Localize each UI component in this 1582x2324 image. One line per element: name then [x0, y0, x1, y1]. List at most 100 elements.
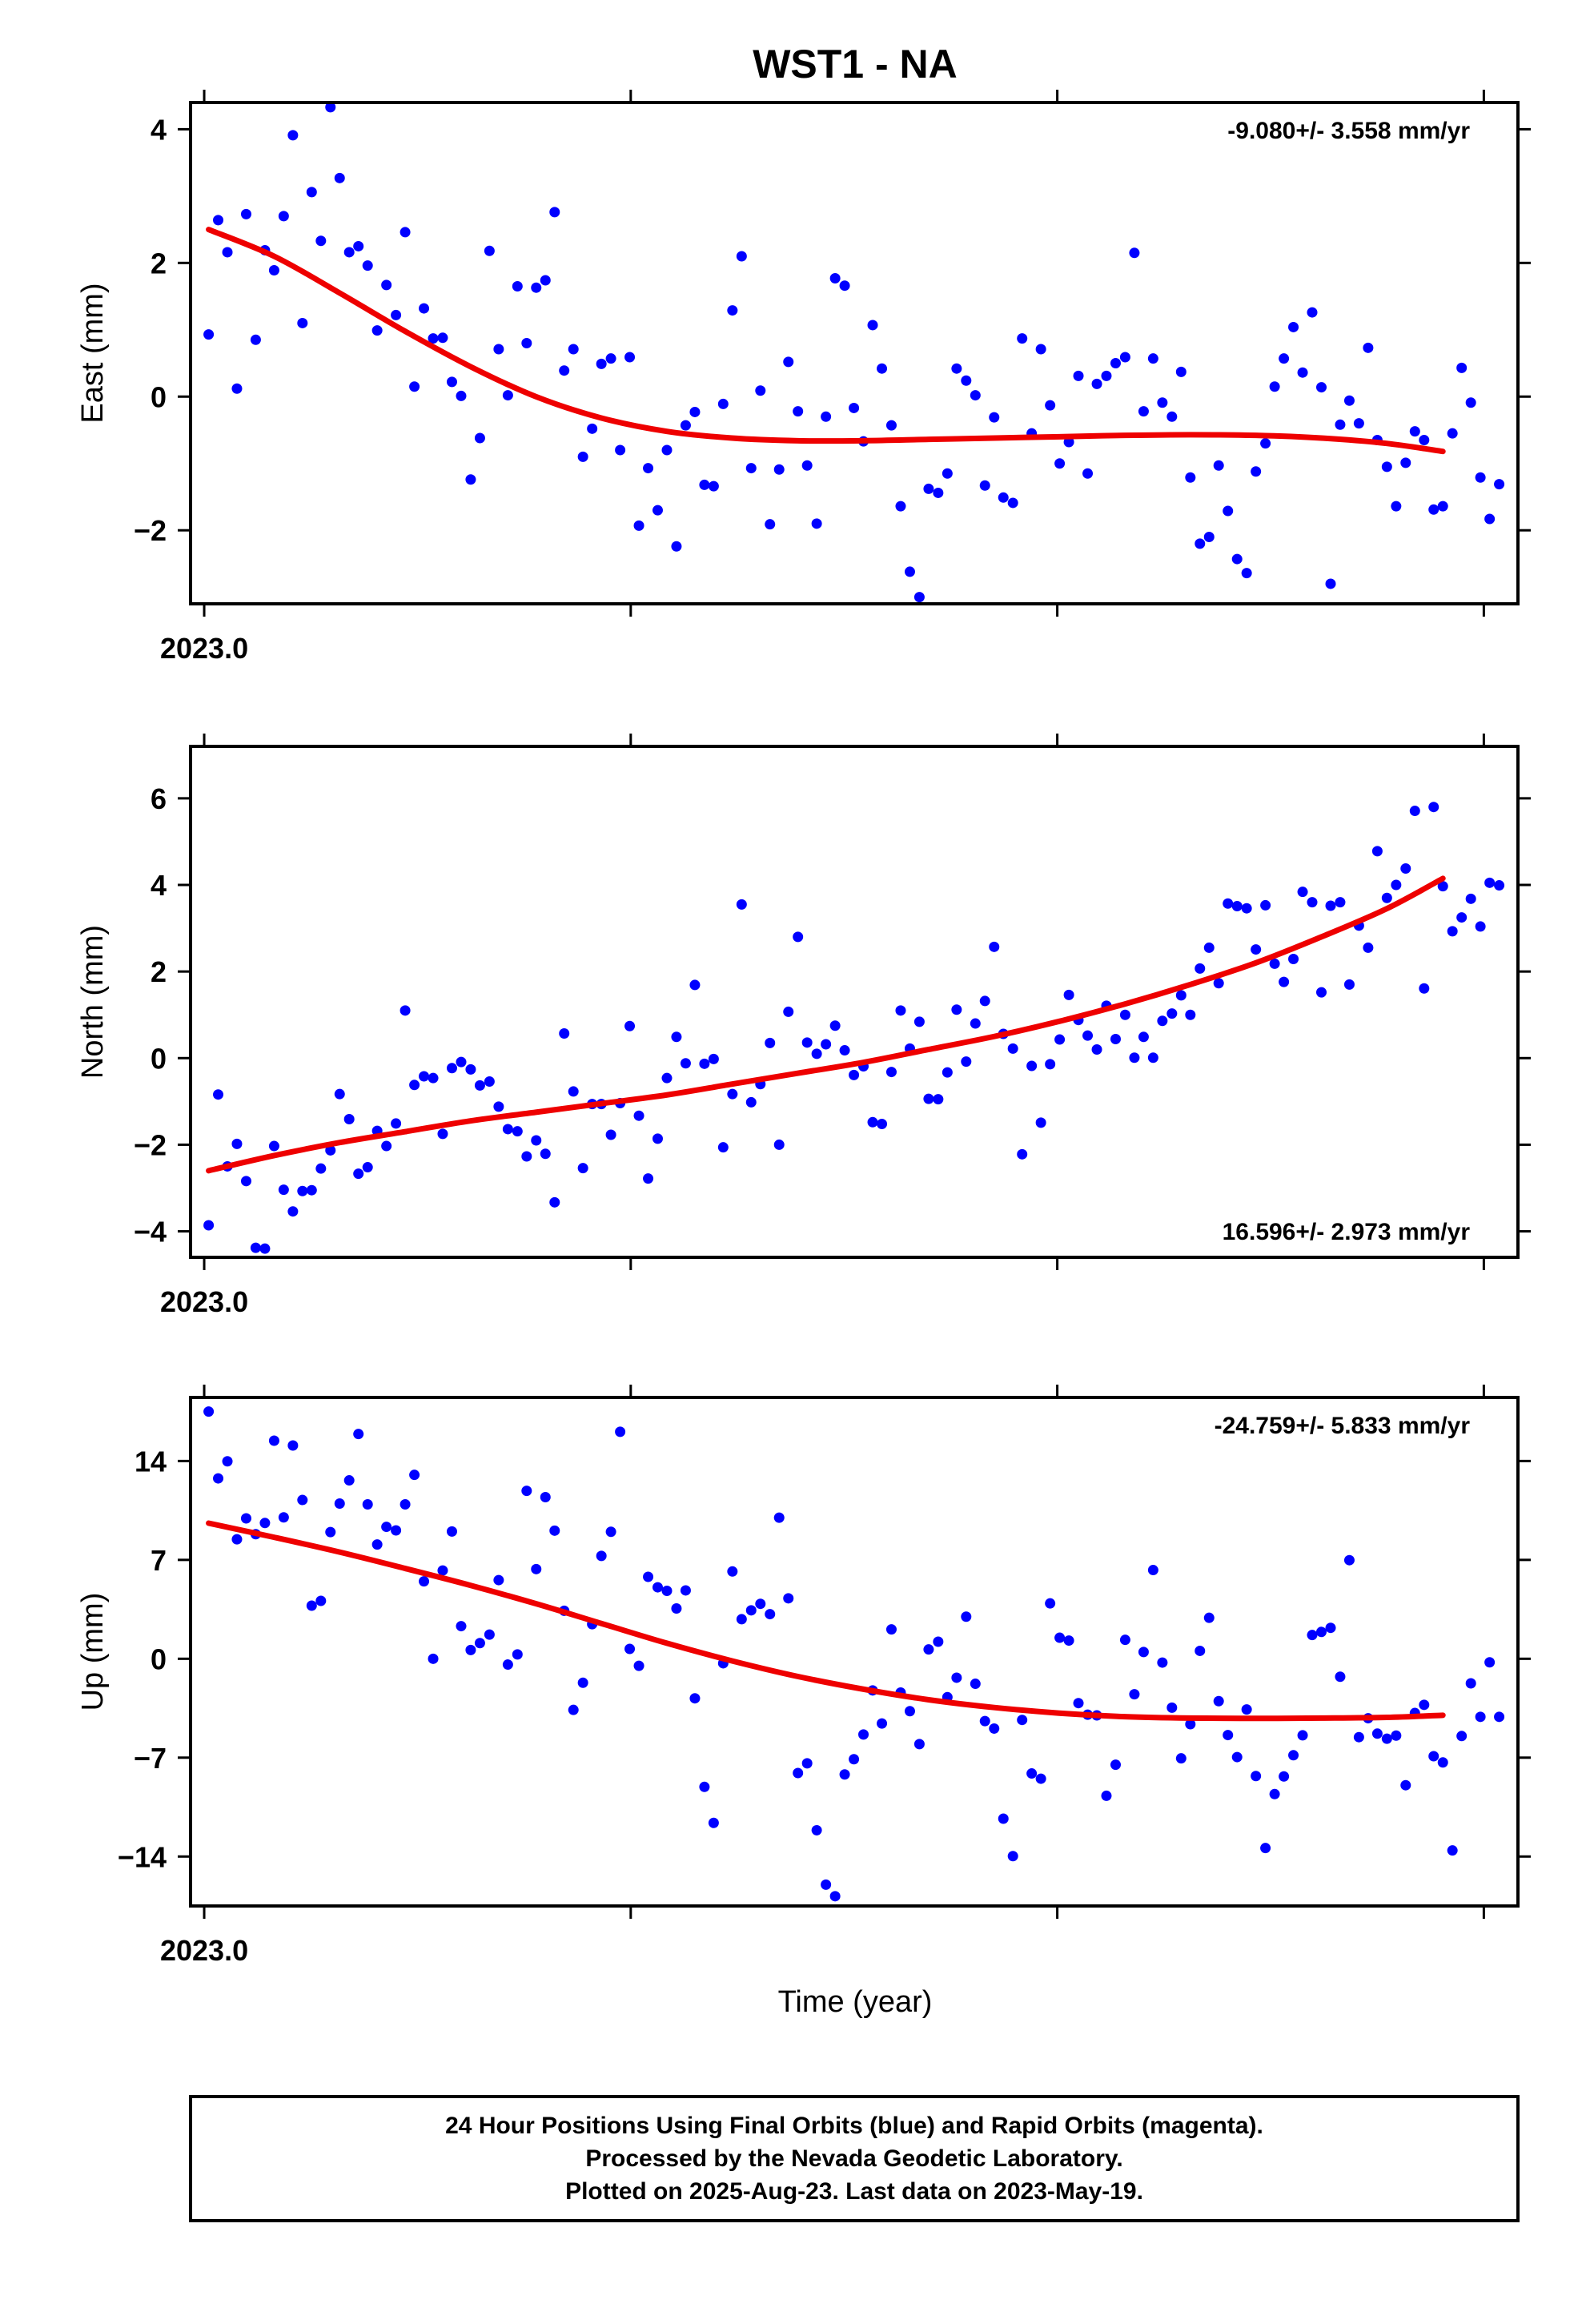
data-point	[661, 1072, 673, 1084]
data-point	[287, 1206, 299, 1217]
data-point	[306, 187, 317, 198]
data-point	[1391, 879, 1402, 891]
data-point	[793, 1767, 804, 1779]
data-point	[633, 1660, 644, 1671]
data-point	[1475, 472, 1486, 483]
data-point	[1315, 1626, 1327, 1638]
data-point	[1437, 1757, 1448, 1768]
data-point	[409, 1080, 420, 1091]
data-point	[306, 1600, 317, 1611]
data-point	[885, 420, 897, 431]
y-tick-label: 6	[151, 782, 167, 815]
data-point	[521, 1151, 532, 1162]
data-point	[456, 1056, 467, 1068]
data-point	[1297, 367, 1308, 378]
data-point	[970, 390, 981, 401]
data-point	[643, 463, 654, 474]
data-point	[1465, 397, 1476, 408]
data-point	[765, 1609, 776, 1620]
data-point	[549, 1525, 560, 1536]
data-point	[736, 899, 747, 910]
data-point	[297, 1185, 308, 1196]
data-point	[1335, 419, 1346, 430]
data-point	[1400, 457, 1411, 468]
data-point	[1119, 352, 1130, 363]
data-point	[419, 1576, 430, 1587]
data-point	[1447, 926, 1458, 937]
data-point	[1241, 568, 1252, 579]
data-point	[1456, 912, 1468, 923]
data-point	[933, 1636, 944, 1647]
data-point	[1343, 395, 1355, 406]
data-point	[671, 541, 682, 552]
data-point	[1494, 880, 1505, 891]
data-point	[596, 1550, 607, 1562]
data-point	[1315, 382, 1327, 393]
panel-east: −2 0 2 4 2023.0 East (mm) -9.080+/- 3.558 mm/y…	[76, 90, 1531, 665]
data-point	[1297, 887, 1308, 898]
data-point	[1343, 979, 1355, 990]
data-point	[849, 1069, 860, 1080]
data-point	[1400, 862, 1411, 874]
data-point	[400, 1005, 411, 1016]
data-point	[1175, 366, 1186, 377]
data-point	[708, 480, 719, 492]
data-point	[297, 1494, 308, 1506]
x-tick-label: 2023.0	[160, 1285, 248, 1318]
y-tick-label: 7	[151, 1544, 167, 1577]
data-point	[371, 325, 383, 336]
data-point	[849, 402, 860, 413]
data-point	[885, 1067, 897, 1078]
data-point	[1082, 468, 1094, 479]
data-point	[1231, 553, 1243, 565]
data-point	[1054, 1632, 1066, 1643]
data-point	[942, 468, 953, 479]
data-point	[1456, 1731, 1468, 1742]
panel-up: −14 −7 0 7 14 2023.0 Up (mm) -24.759+/- 5.833 m…	[76, 1385, 1531, 1967]
data-point	[1363, 942, 1374, 953]
data-point	[419, 303, 430, 314]
data-point	[1241, 903, 1252, 914]
rate-annotation: 16.596+/- 2.973 mm/yr	[1223, 1219, 1471, 1245]
data-point	[419, 1071, 430, 1082]
data-point	[334, 1088, 345, 1100]
data-point	[343, 1114, 355, 1125]
data-point	[409, 1470, 420, 1481]
data-point	[1269, 381, 1280, 392]
data-point	[231, 383, 243, 394]
data-point	[877, 1718, 888, 1729]
data-point	[821, 411, 832, 422]
data-point	[409, 381, 420, 392]
data-point	[1307, 897, 1318, 908]
data-point	[381, 1522, 392, 1533]
data-point	[1138, 1031, 1149, 1043]
data-point	[1447, 1845, 1458, 1856]
data-point	[867, 1116, 878, 1128]
data-point	[1091, 1043, 1102, 1055]
data-point	[240, 208, 251, 219]
data-point	[428, 1072, 439, 1084]
data-point	[278, 211, 289, 222]
data-point	[904, 1706, 915, 1717]
data-point	[1119, 1009, 1130, 1020]
data-point	[1017, 1148, 1028, 1160]
data-point	[783, 1593, 794, 1604]
data-point	[1465, 893, 1476, 904]
data-point	[268, 1140, 279, 1152]
y-tick-label: 0	[151, 1042, 167, 1075]
data-point	[1045, 1598, 1056, 1609]
data-point	[353, 1429, 364, 1440]
data-point	[633, 520, 644, 531]
data-point	[1371, 1728, 1383, 1739]
data-point	[493, 1574, 504, 1586]
plot-frame	[189, 745, 1520, 1259]
data-point	[1279, 353, 1290, 364]
data-point	[1017, 333, 1028, 344]
data-point	[745, 1096, 757, 1108]
data-point	[1195, 1645, 1206, 1656]
data-point	[343, 1475, 355, 1486]
data-point	[1437, 501, 1448, 512]
data-point	[549, 1196, 560, 1208]
data-point	[671, 1603, 682, 1614]
data-point	[1073, 1698, 1084, 1709]
